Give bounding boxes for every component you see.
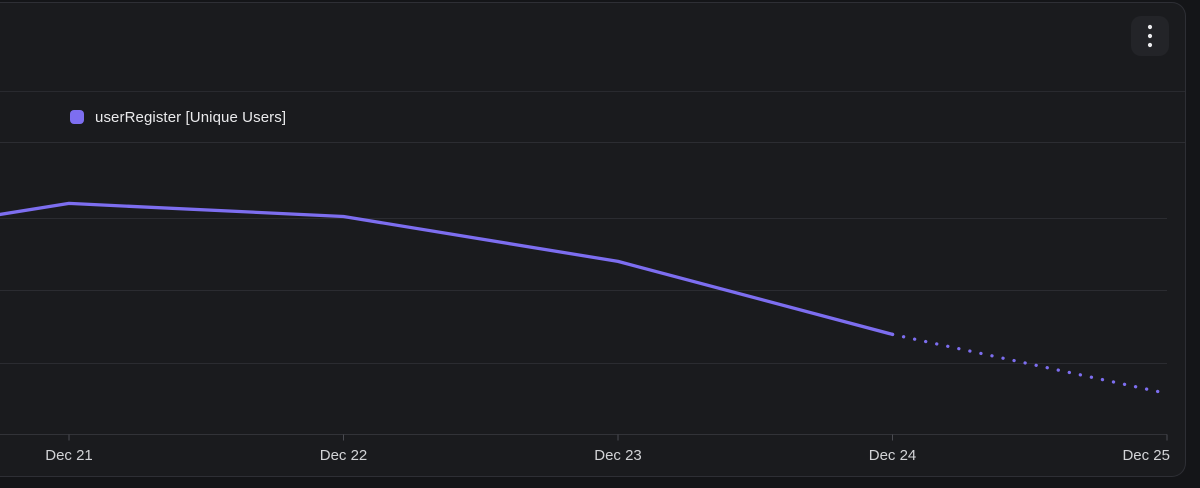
more-options-button[interactable]: [1131, 16, 1169, 56]
series-line: [0, 201, 895, 337]
x-axis-label: Dec 25: [1122, 447, 1170, 464]
legend-label: userRegister [Unique Users]: [95, 108, 287, 126]
card-header: [0, 3, 1185, 91]
chart-card: userRegister [Unique Users] Dec 21 Dec 22…: [0, 2, 1186, 477]
series-line-projected: [890, 332, 1169, 396]
kebab-menu-icon: [1147, 24, 1153, 48]
x-axis-label: Dec 21: [45, 447, 93, 464]
x-axis-label: Dec 23: [594, 447, 642, 464]
line-chart-canvas[interactable]: Dec 21 Dec 22 Dec 23 Dec 24 Dec 25: [0, 143, 1185, 476]
x-axis-label: Dec 24: [869, 447, 917, 464]
x-axis-label: Dec 22: [320, 447, 368, 464]
chart-area: Dec 21 Dec 22 Dec 23 Dec 24 Dec 25: [0, 143, 1185, 476]
legend-swatch: [70, 110, 84, 124]
chart-legend: userRegister [Unique Users]: [0, 91, 1185, 143]
